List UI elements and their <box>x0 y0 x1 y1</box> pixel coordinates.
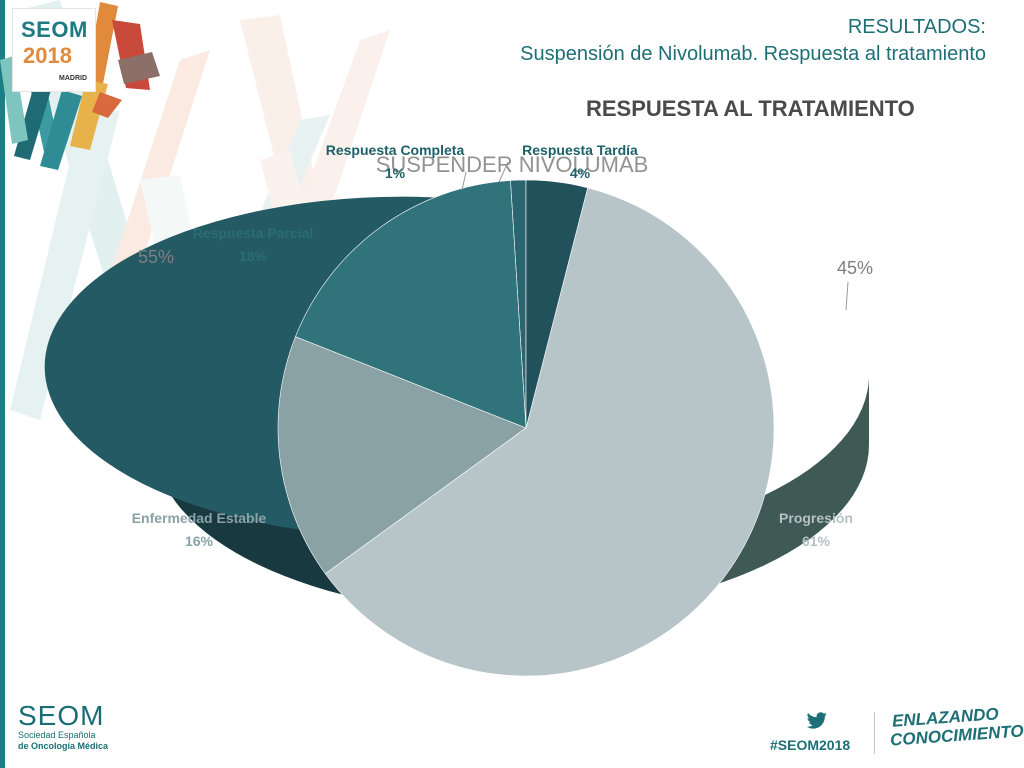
pie-label-progresion: Progresión <box>779 510 853 526</box>
seom-2018-logo: SEOM 2018 MADRID <box>12 8 96 92</box>
seom-footer-logo: SEOM <box>18 700 105 731</box>
logo-city: MADRID <box>59 75 87 82</box>
seom-footer-subtitle-2: de Oncología Médica <box>18 741 109 751</box>
pie-slice-progresion <box>324 187 775 677</box>
chart-title: RESPUESTA AL TRATAMIENTO <box>586 96 915 121</box>
pie-slice-enfermedad-estable <box>277 336 527 575</box>
results-subheading: Suspensión de Nivolumab. Respuesta al tr… <box>520 43 986 65</box>
footer-divider <box>874 712 875 754</box>
logo-year: 2018 <box>23 43 72 68</box>
left-accent-stripe <box>0 0 5 768</box>
pie-label-enfermedad-estable: Enfermedad Estable <box>132 510 267 526</box>
outer-series-label: SUSPENDER NIVOLUMAB <box>376 152 649 177</box>
leader-respuesta-completa <box>461 171 467 191</box>
pie-value-progresion: 61% <box>802 533 831 549</box>
pie-value-respuesta-tardia: 4% <box>570 165 591 181</box>
twitter-icon[interactable] <box>806 712 828 730</box>
pie-slice-respuesta-tardia <box>525 179 589 429</box>
pie-value-respuesta-completa: 1% <box>385 165 406 181</box>
pie-label-respuesta-tardia: Respuesta Tardía <box>522 142 638 158</box>
pie-slice-respuesta-parcial <box>295 180 527 429</box>
logo-brand: SEOM <box>21 17 88 42</box>
pie-value-respuesta-parcial: 18% <box>239 248 268 264</box>
outer-leader-45 <box>845 281 849 311</box>
leader-respuesta-tardia <box>498 161 509 183</box>
seom-footer-subtitle-1: Sociedad Española <box>18 730 96 740</box>
hashtag[interactable]: #SEOM2018 <box>770 737 851 753</box>
pie-value-enfermedad-estable: 16% <box>185 533 214 549</box>
pie-label-respuesta-completa: Respuesta Completa <box>326 142 465 158</box>
pie-label-respuesta-parcial: Respuesta Parcial <box>193 225 314 241</box>
outer-label-45: 45% <box>837 258 873 278</box>
results-heading: RESULTADOS: <box>847 16 986 38</box>
outer-label-55: 55% <box>138 247 174 267</box>
